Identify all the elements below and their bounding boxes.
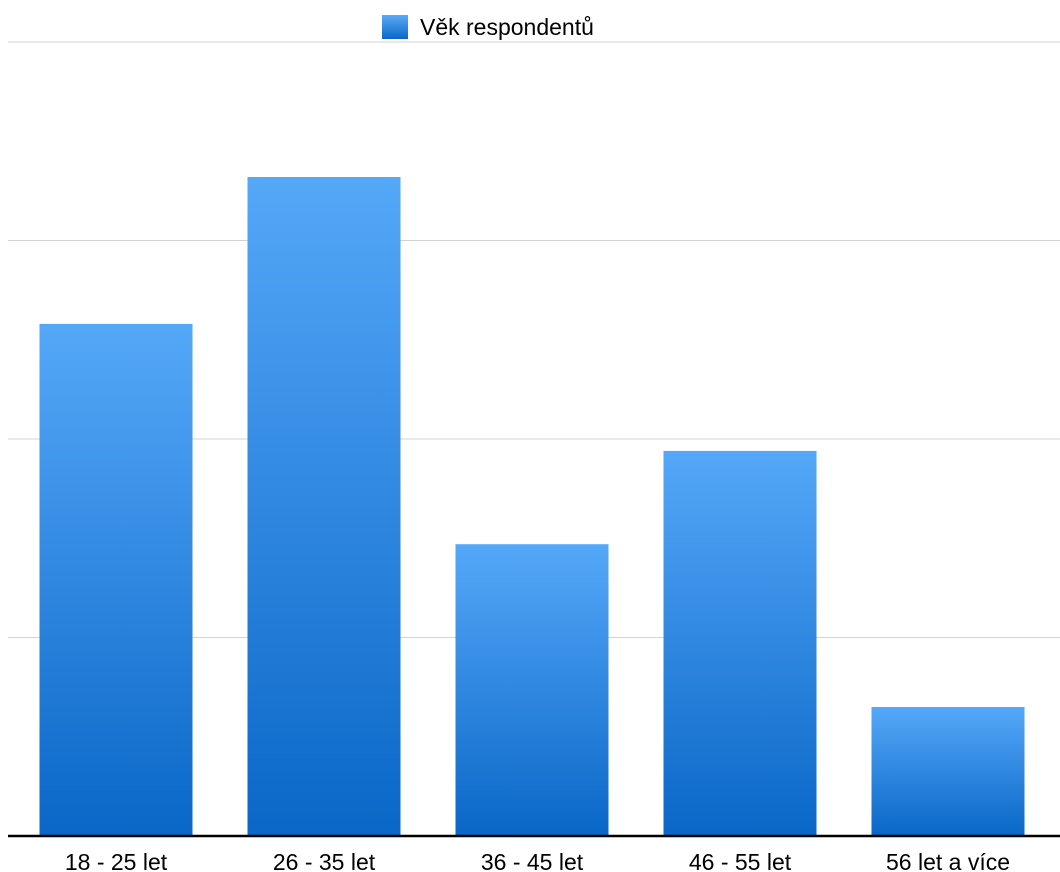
x-axis-tick-labels: 18 - 25 let 26 - 35 let 36 - 45 let 46 - 55…: [65, 849, 1010, 872]
chart-legend: Věk respondentů: [382, 14, 594, 40]
x-tick-label: 46 - 55 let: [689, 849, 792, 872]
x-tick-label: 56 let a více: [886, 849, 1010, 872]
bar: [663, 450, 817, 836]
legend-swatch: [382, 15, 408, 39]
bar: [455, 544, 609, 836]
legend-label: Věk respondentů: [420, 14, 594, 40]
x-tick-label: 36 - 45 let: [481, 849, 584, 872]
bar: [247, 177, 401, 836]
x-tick-label: 26 - 35 let: [273, 849, 376, 872]
x-tick-label: 18 - 25 let: [65, 849, 168, 872]
bar: [871, 707, 1025, 836]
bars: [39, 177, 1025, 836]
bar: [39, 323, 193, 836]
